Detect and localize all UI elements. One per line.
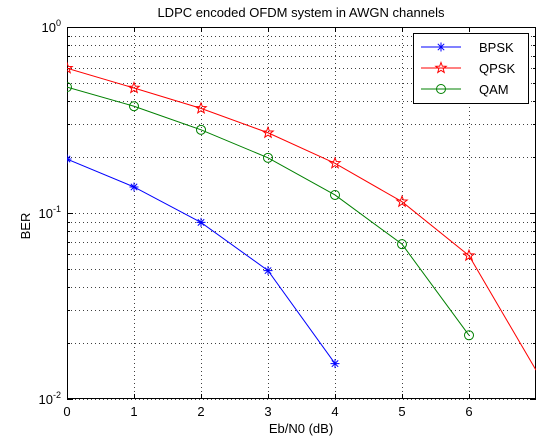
legend-marker-bpsk: [436, 42, 446, 52]
plot-area: 0 1 2 3 4 5 6 100 10-1 10-2 BPSK QPSK QAM: [39, 18, 536, 419]
data-point-bpsk: [330, 359, 340, 369]
x-tick-label: 5: [398, 404, 405, 419]
y-tick-label: 10-1: [39, 204, 61, 221]
series-bpsk: [67, 154, 340, 369]
x-tick-label: 0: [63, 404, 70, 419]
legend-marker-qpsk: [434, 61, 448, 74]
x-tick-label: 1: [130, 404, 137, 419]
legend-label-qpsk: QPSK: [479, 61, 515, 76]
x-tick-label: 4: [331, 404, 338, 419]
legend-marker-qam: [436, 84, 446, 94]
data-point-qpsk: [395, 194, 409, 208]
x-tick-label: 3: [264, 404, 271, 419]
series-line-qpsk: [67, 67, 536, 371]
y-axis-label: BER: [18, 213, 33, 240]
data-point-qam: [196, 124, 206, 135]
legend: BPSK QPSK QAM: [413, 33, 529, 104]
chart-title: LDPC encoded OFDM system in AWGN channel…: [157, 5, 445, 20]
legend-item-qpsk: QPSK: [421, 61, 515, 76]
data-point-bpsk: [263, 266, 273, 276]
data-point-qam: [129, 101, 139, 112]
x-axis-label: Eb/N0 (dB): [269, 421, 333, 436]
data-point-bpsk: [196, 217, 206, 227]
y-tick-label: 100: [42, 18, 61, 35]
data-point-qpsk: [127, 81, 141, 94]
legend-item-qam: QAM: [421, 82, 509, 97]
data-point-qpsk: [328, 156, 342, 169]
x-tick-label: 6: [465, 404, 472, 419]
data-point-qpsk: [194, 101, 208, 115]
y-tick-label: 10-2: [39, 390, 61, 407]
data-point-qpsk: [67, 61, 74, 74]
series-qpsk: [67, 61, 536, 371]
series-qam: [67, 82, 474, 341]
data-point-qam: [397, 239, 407, 250]
legend-label-bpsk: BPSK: [479, 40, 514, 55]
data-point-qam: [67, 82, 72, 93]
data-point-qam: [330, 189, 340, 200]
x-tick-label: 2: [197, 404, 204, 419]
legend-label-qam: QAM: [479, 82, 509, 97]
data-point-bpsk: [129, 182, 139, 192]
data-point-qpsk: [462, 248, 476, 262]
data-point-bpsk: [67, 154, 72, 164]
data-point-qam: [464, 330, 474, 341]
data-point-qpsk: [261, 125, 275, 139]
series-line-qam: [67, 86, 470, 336]
legend-item-bpsk: BPSK: [421, 40, 514, 55]
data-point-qam: [263, 152, 273, 163]
